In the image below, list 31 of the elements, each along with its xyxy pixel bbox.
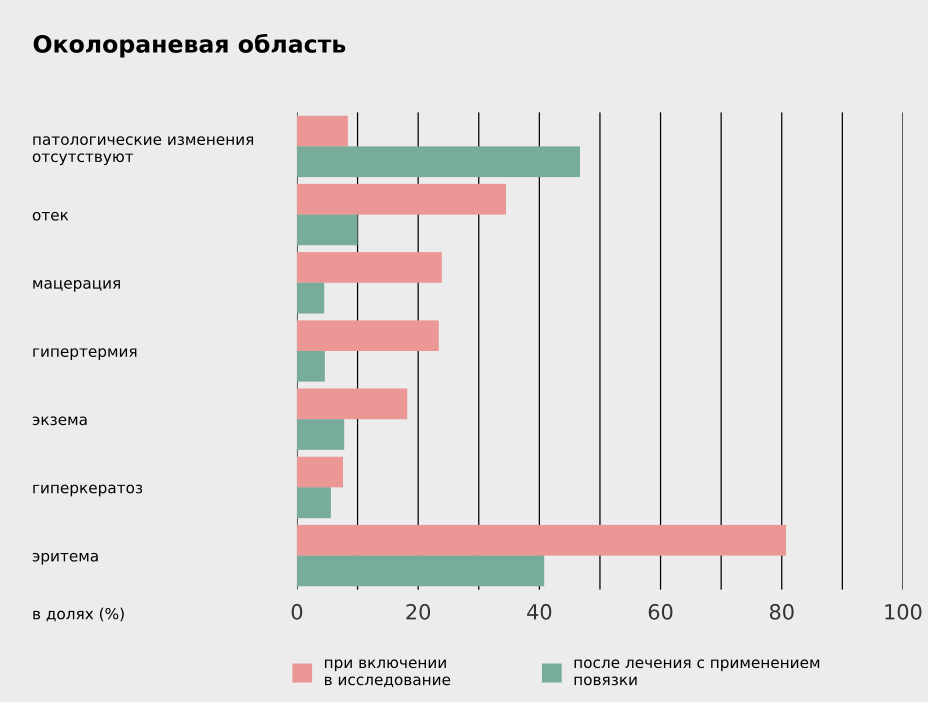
bar <box>296 214 358 246</box>
legend-label: при включении в исследование <box>325 659 450 688</box>
bar <box>296 252 442 283</box>
chart-title: Околораневая область <box>34 34 346 58</box>
y-tick-label: гипертермия <box>33 348 136 360</box>
y-tick-label: мацерация <box>33 280 120 292</box>
x-tick-label: 20 <box>406 604 430 620</box>
bar <box>296 282 324 314</box>
x-tick-label: 40 <box>527 604 552 620</box>
bar <box>296 456 344 488</box>
bar <box>296 524 786 556</box>
text: в долях (%) <box>33 608 124 622</box>
x-tick-label: 80 <box>770 604 794 620</box>
x-tick-label: 100 <box>885 604 922 620</box>
y-tick-label: гиперкератоз <box>33 484 142 496</box>
legend-label: после лечения с применением повязки <box>574 659 820 686</box>
bar <box>296 320 439 351</box>
y-tick-label: эритема <box>32 552 98 565</box>
bar <box>296 487 331 518</box>
x-tick-label: 0 <box>292 604 302 620</box>
bar <box>296 419 344 450</box>
bar <box>296 388 408 420</box>
bar <box>296 146 580 178</box>
y-tick-label: отек <box>32 212 68 221</box>
bar <box>296 116 348 146</box>
y-tick-label: патологические изменения отсутствуют <box>32 136 254 166</box>
bar <box>296 184 506 215</box>
x-tick-label: 60 <box>648 604 672 620</box>
bar <box>296 556 544 586</box>
bar <box>296 351 325 382</box>
y-tick-label: экзема <box>32 416 87 426</box>
